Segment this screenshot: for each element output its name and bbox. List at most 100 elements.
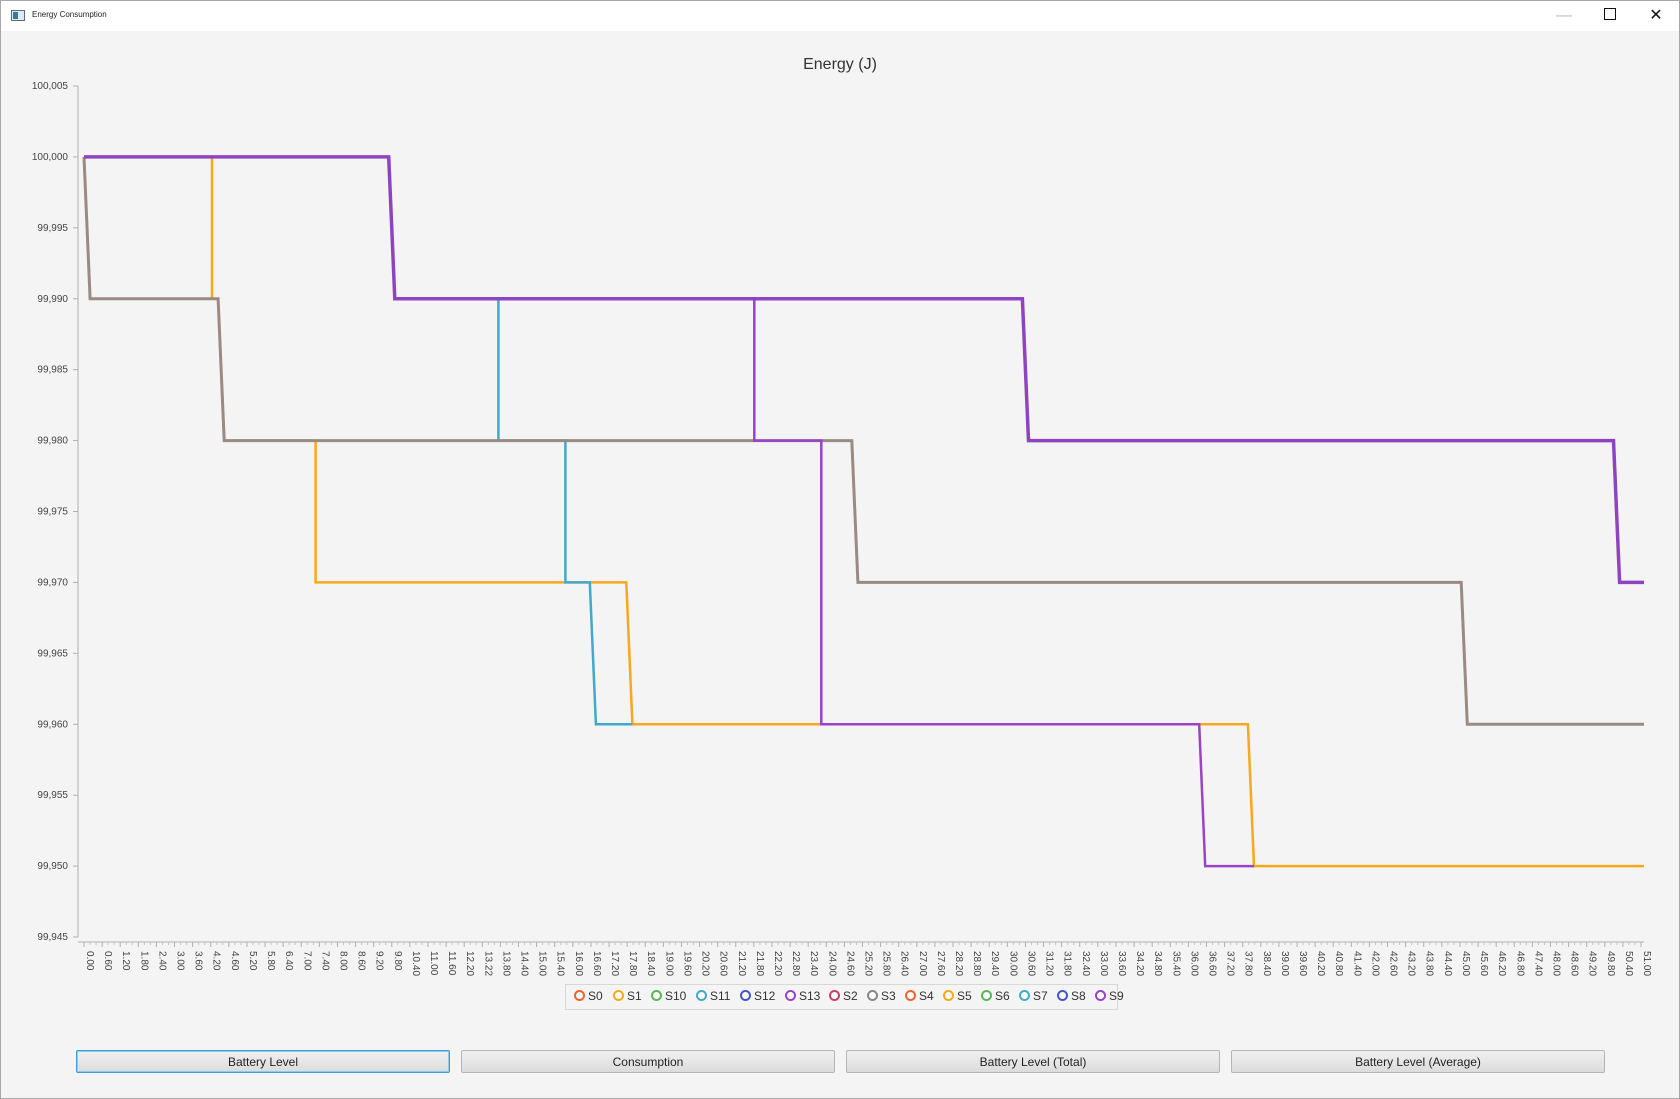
legend-label: S1 [627,989,642,1003]
y-tick-label: 99,965 [37,648,68,659]
minimize-button[interactable]: — [1541,1,1587,31]
x-tick-label: 12.20 [464,951,475,976]
x-tick-label: 49.80 [1605,951,1616,976]
legend-item-s6: S6 [981,989,1010,1003]
x-tick-label: 21.20 [736,951,747,976]
x-tick-label: 19.60 [681,951,692,976]
consumption-button[interactable]: Consumption [461,1050,835,1073]
legend-symbol-icon [829,990,840,1002]
maximize-button[interactable] [1587,1,1633,31]
legend-item-s3: S3 [867,989,896,1003]
x-tick-label: 44.40 [1442,951,1453,976]
series-line-s9 [84,155,1644,585]
x-tick-label: 34.80 [1152,951,1163,976]
legend-label: S7 [1033,989,1048,1003]
legend-label: S11 [710,989,731,1003]
y-tick-label: 99,950 [37,861,68,872]
x-tick-label: 47.40 [1532,951,1543,976]
x-tick-label: 15.40 [555,951,566,976]
x-tick-label: 2.40 [156,951,167,971]
legend-label: S0 [588,989,603,1003]
legend-label: S8 [1071,989,1086,1003]
x-tick-label: 43.80 [1424,951,1435,976]
x-tick-label: 27.60 [935,951,946,976]
legend-label: S13 [799,989,821,1003]
legend-symbol-icon [943,990,954,1002]
x-tick-label: 22.20 [772,951,783,976]
x-tick-label: 42.60 [1388,951,1399,976]
x-tick-label: 50.40 [1623,951,1634,976]
x-tick-label: 48.00 [1550,951,1561,976]
energy-line-chart: Energy (J) 100,005 100,000 99,995 99,990 99,… [32,56,1652,976]
legend-symbol-icon [905,990,916,1002]
x-tick-label: 25.80 [881,951,892,976]
x-tick-label: 1.20 [120,951,131,971]
x-tick-label: 40.80 [1333,951,1344,976]
x-tick-label: 0.00 [84,951,95,971]
close-icon: ✕ [1649,7,1663,24]
x-tick-label: 42.00 [1369,951,1380,976]
legend-item-s1: S1 [613,989,642,1003]
legend-label: S10 [665,989,687,1003]
x-tick-label: 28.20 [953,951,964,976]
x-tick-label: 11.00 [428,951,439,976]
legend-symbol-icon [1019,990,1030,1002]
legend-symbol-icon [1095,990,1106,1002]
x-tick-label: 49.20 [1587,951,1598,976]
x-tick-label: 7.40 [319,951,330,971]
legend-item-s12: S12 [740,989,775,1003]
x-tick-label: 35.40 [1170,951,1181,976]
legend-label: S2 [843,989,858,1003]
x-tick-label: 28.80 [971,951,982,976]
legend-label: S12 [754,989,776,1003]
x-tick-label: 37.80 [1243,951,1254,976]
series-line-s13 [753,298,1254,868]
x-tick-label: 48.60 [1569,951,1580,976]
x-tick-label: 15.00 [537,951,548,976]
x-tick-label: 23.40 [808,951,819,976]
x-tick-label: 30.00 [1007,951,1018,976]
x-tick-label: 37.20 [1225,951,1236,976]
legend-item-s5: S5 [943,989,972,1003]
battery-level-button[interactable]: Battery Level [76,1050,450,1073]
title-bar[interactable]: Energy Consumption — ✕ [1,1,1679,31]
x-tick-label: 11.60 [446,951,457,976]
battery-level-average-button[interactable]: Battery Level (Average) [1231,1050,1605,1073]
x-tick-label: 39.60 [1297,951,1308,976]
x-tick-label: 17.80 [627,951,638,976]
x-tick-label: 27.00 [917,951,928,976]
series-line-s3 [82,156,1644,726]
x-tick-label: 10.40 [410,951,421,976]
legend-item-s0: S0 [574,989,603,1003]
x-tick-label: 8.00 [337,951,348,971]
legend-label: S3 [881,989,896,1003]
y-tick-label: 99,955 [37,790,68,801]
x-tick-label: 16.00 [573,951,584,976]
x-tick-label: 46.20 [1496,951,1507,976]
x-tick-label: 31.20 [1044,951,1055,976]
chart-title: Energy (J) [803,56,877,73]
x-tick-label: 45.60 [1478,951,1489,976]
x-tick-label: 36.60 [1206,951,1217,976]
y-tick-label: 99,960 [37,719,68,730]
x-tick-label: 3.60 [193,951,204,971]
legend-label: S6 [995,989,1010,1003]
legend-symbol-icon [785,990,796,1002]
x-tick-label: 4.20 [211,951,222,971]
legend-symbol-icon [981,990,992,1002]
legend-item-s8: S8 [1057,989,1086,1003]
x-tick-label: 13.80 [500,951,511,976]
close-button[interactable]: ✕ [1633,1,1679,31]
y-tick-label: 99,985 [37,365,68,376]
x-tick-label: 8.60 [356,951,367,971]
x-tick-label: 1.80 [138,951,149,971]
x-tick-label: 4.60 [229,951,240,971]
x-tick-label: 29.40 [989,951,1000,976]
x-tick-label: 0.60 [102,951,113,971]
battery-level-total-button[interactable]: Battery Level (Total) [846,1050,1220,1073]
x-tick-label: 33.00 [1098,951,1109,976]
legend-item-s11: S11 [696,989,730,1003]
legend-symbol-icon [1057,990,1068,1002]
x-tick-label: 46.80 [1514,951,1525,976]
